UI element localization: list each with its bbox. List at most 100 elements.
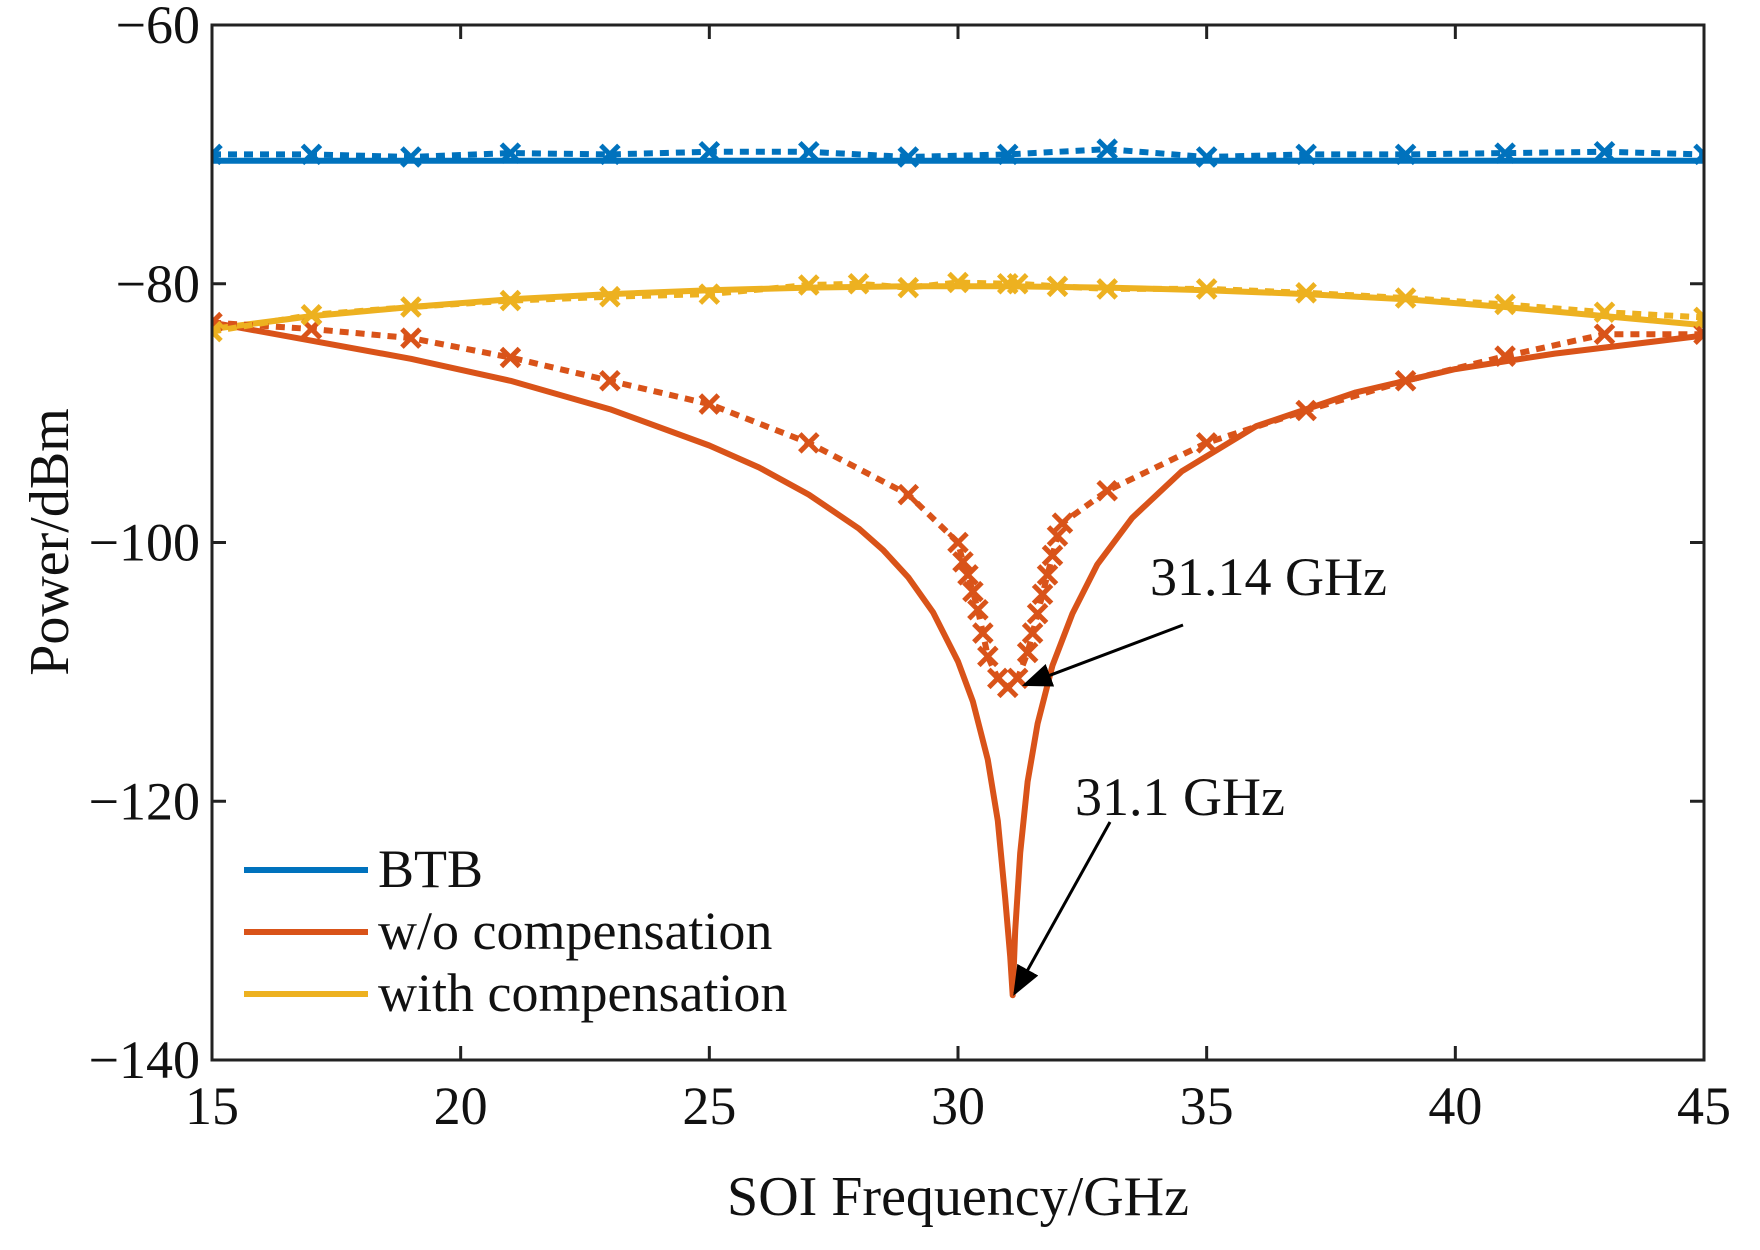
legend-label: w/o compensation: [378, 901, 772, 961]
data-point: [400, 296, 422, 318]
data-point: [300, 143, 323, 166]
data-point: [1046, 275, 1069, 298]
x-axis-label: SOI Frequency/GHz: [727, 1166, 1189, 1228]
data-point: [1026, 602, 1049, 625]
data-point: [996, 143, 1019, 166]
data-point: [1394, 287, 1417, 309]
data-point: [400, 327, 422, 349]
data-point: [1494, 142, 1516, 164]
data-point: [1295, 143, 1317, 166]
data-point: [847, 272, 870, 295]
x-tick-label: 20: [434, 1076, 488, 1136]
data-point: [897, 276, 920, 299]
series-w-o-compensation: [212, 319, 1704, 999]
annotation-arrow: [1021, 623, 1184, 687]
data-point: [947, 271, 969, 294]
data-point: [1693, 323, 1704, 345]
data-point: [957, 564, 979, 586]
data-point: [1031, 583, 1054, 606]
data-point: [1096, 278, 1118, 300]
series-dotted-line: [212, 279, 1704, 335]
data-point: [1016, 641, 1039, 664]
data-point: [1046, 525, 1069, 547]
data-point: [400, 146, 422, 168]
data-point: [599, 143, 621, 166]
data-point: [698, 283, 721, 305]
data-point: [1494, 293, 1516, 316]
data-point: [1096, 479, 1118, 502]
data-point: [897, 146, 920, 168]
y-tick-label: −100: [89, 513, 200, 573]
data-point: [952, 551, 974, 573]
data-point: [1051, 512, 1074, 534]
data-point: [1394, 143, 1417, 166]
x-tick-label: 15: [185, 1076, 239, 1136]
data-point: [212, 143, 223, 166]
annotation-arrow: [1013, 821, 1112, 996]
data-point: [300, 304, 323, 326]
data-point: [798, 274, 820, 296]
annotation-label: 31.1 GHz: [1075, 767, 1285, 827]
data-point: [499, 142, 522, 164]
data-point: [1593, 141, 1616, 163]
series-line: [212, 283, 1704, 332]
data-point: [1195, 278, 1218, 300]
data-point: [798, 141, 820, 163]
plot-frame: [210, 23, 1706, 1062]
legend-item-btb: BTB: [244, 839, 483, 899]
legend-label: BTB: [378, 839, 483, 899]
data-point: [1593, 301, 1616, 323]
data-point: [967, 599, 989, 621]
data-point: [947, 531, 969, 554]
series-layer: [212, 138, 1704, 999]
data-point: [499, 346, 522, 369]
series-line: [212, 319, 1704, 999]
legend-label: with compensation: [378, 963, 787, 1023]
x-tick-label: 45: [1677, 1076, 1731, 1136]
data-point: [1295, 399, 1317, 422]
annotation-label: 31.14 GHz: [1150, 547, 1387, 607]
data-point: [1041, 544, 1064, 567]
data-point: [698, 141, 721, 163]
data-point: [698, 393, 721, 415]
data-point: [798, 432, 820, 454]
data-point: [1036, 564, 1059, 586]
data-point: [972, 622, 994, 644]
legend-item-w-o-compensation: w/o compensation: [244, 901, 772, 961]
series-with-compensation: [212, 283, 1704, 332]
data-point: [962, 580, 984, 603]
y-tick-label: −80: [116, 254, 200, 314]
data-point: [1693, 306, 1704, 329]
data-point: [1494, 345, 1516, 367]
series-btb-measured: [212, 138, 1704, 168]
y-tick-label: −140: [89, 1030, 200, 1090]
y-tick-label: −60: [116, 0, 200, 55]
data-point: [599, 370, 621, 392]
data-point: [1394, 370, 1417, 392]
annotation-layer: 31.14 GHz 31.1 GHz: [1013, 547, 1387, 996]
data-point: [599, 285, 621, 308]
data-point: [1006, 272, 1029, 295]
data-point: [499, 289, 522, 312]
data-point: [1693, 143, 1704, 166]
data-point: [1096, 138, 1118, 160]
x-tick-label: 40: [1428, 1076, 1482, 1136]
data-point: [1195, 432, 1218, 454]
data-point: [897, 483, 920, 506]
x-tick-label: 35: [1180, 1076, 1234, 1136]
data-point: [1021, 622, 1044, 644]
y-tick-label: −120: [89, 771, 200, 831]
data-point: [212, 320, 223, 343]
x-tick-label: 30: [931, 1076, 985, 1136]
data-point: [1195, 146, 1218, 168]
data-point: [1593, 323, 1616, 345]
data-point: [977, 645, 999, 668]
data-point: [1295, 282, 1317, 304]
legend-item-with-compensation: with compensation: [244, 963, 787, 1023]
x-tick-label: 25: [682, 1076, 736, 1136]
series-with-compensation-measured: [212, 271, 1704, 343]
y-axis-label: Power/dBm: [19, 408, 81, 676]
series-dotted-line: [212, 146, 1704, 161]
